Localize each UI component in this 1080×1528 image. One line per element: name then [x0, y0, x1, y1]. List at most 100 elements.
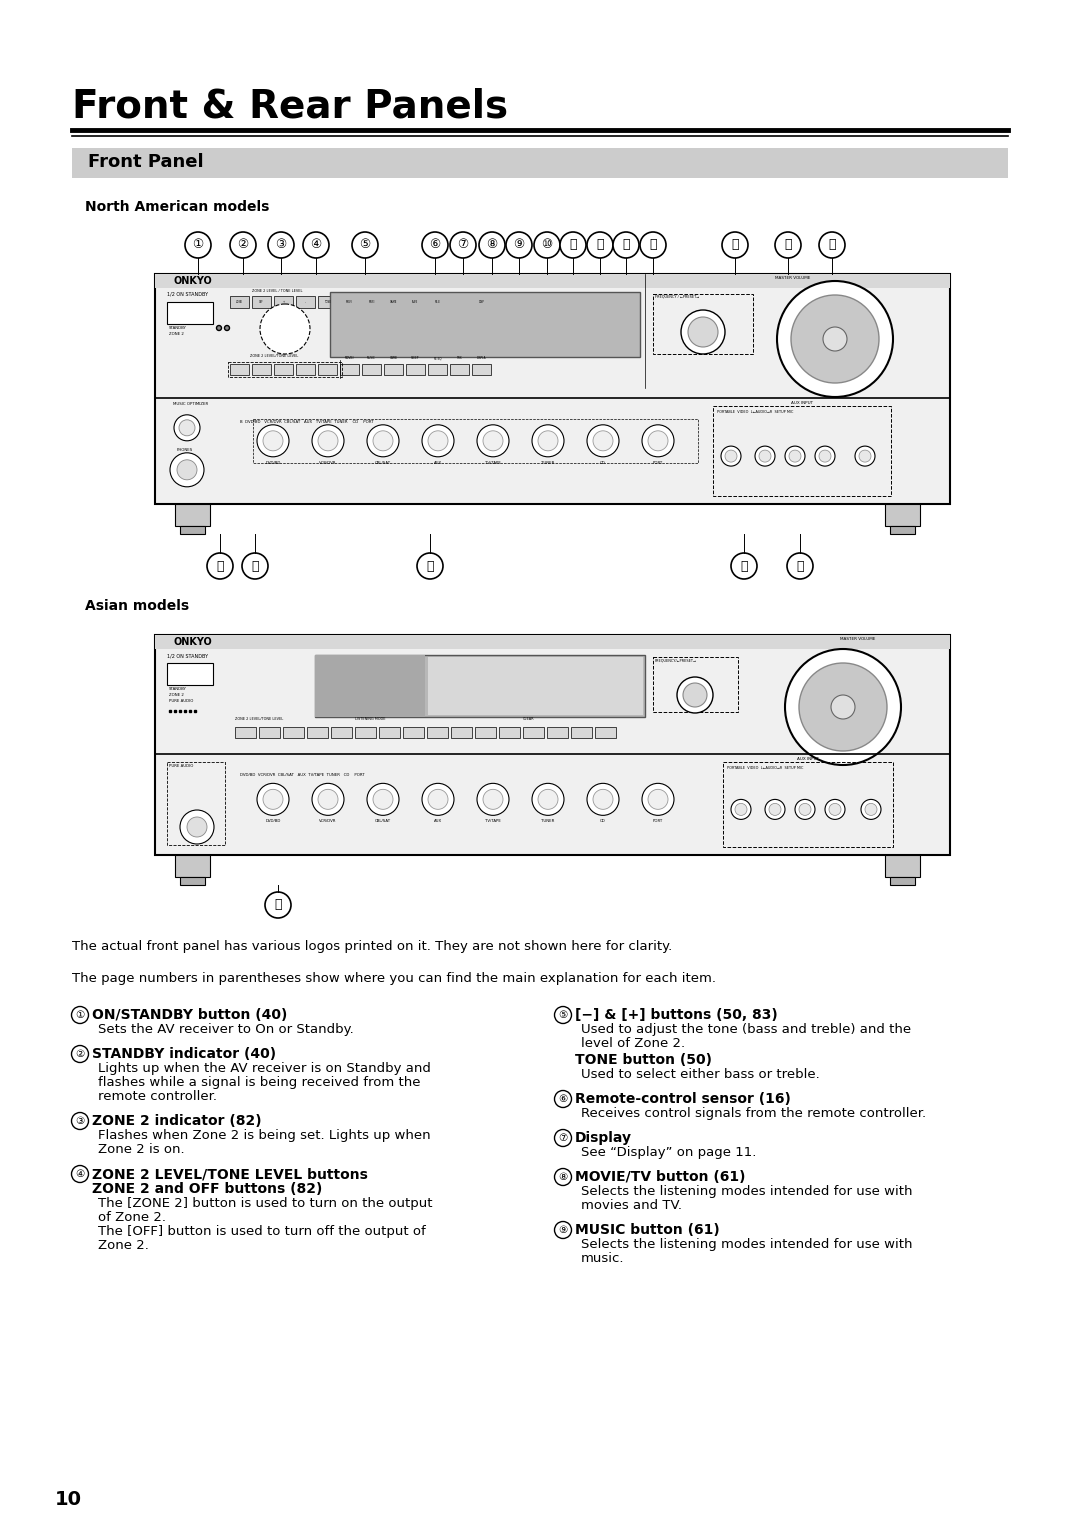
Circle shape: [422, 784, 454, 816]
Text: ⑤: ⑤: [360, 238, 370, 252]
Text: ⑮: ⑮: [731, 238, 739, 252]
Text: B  DVD/BD   VCR/DVR  CBL/SAT   AUX   TV/TAPE  TUNER    CD    PORT: B DVD/BD VCR/DVR CBL/SAT AUX TV/TAPE TUN…: [240, 420, 374, 423]
Circle shape: [554, 1169, 571, 1186]
Circle shape: [71, 1007, 89, 1024]
Bar: [296, 296, 315, 309]
Text: Flashes when Zone 2 is being set. Lights up when: Flashes when Zone 2 is being set. Lights…: [98, 1129, 431, 1141]
Bar: [259, 727, 280, 738]
Circle shape: [483, 431, 503, 451]
Text: VCR/DVR: VCR/DVR: [320, 819, 337, 824]
Circle shape: [819, 451, 831, 461]
Bar: [653, 293, 753, 354]
Text: TV/TAPE: TV/TAPE: [485, 461, 501, 465]
Bar: [167, 762, 225, 845]
Circle shape: [187, 817, 207, 837]
Text: AUX: AUX: [434, 461, 442, 465]
Text: 1/2 ON STANDBY: 1/2 ON STANDBY: [167, 292, 208, 296]
Text: MOVIE/: MOVIE/: [345, 356, 354, 361]
Circle shape: [561, 232, 586, 258]
Text: Zone 2.: Zone 2.: [98, 1239, 149, 1251]
Text: ⑩: ⑩: [541, 238, 553, 252]
Circle shape: [831, 695, 855, 720]
Text: DISP: DISP: [478, 299, 484, 304]
Circle shape: [681, 310, 725, 354]
Text: ⑯: ⑯: [784, 238, 792, 252]
Circle shape: [422, 425, 454, 457]
Text: PORT: PORT: [653, 819, 663, 824]
Bar: [427, 727, 448, 738]
Circle shape: [532, 425, 564, 457]
Circle shape: [588, 425, 619, 457]
Bar: [318, 364, 337, 374]
Circle shape: [613, 232, 639, 258]
Text: FREQUENCY / ←PRESET→: FREQUENCY / ←PRESET→: [654, 295, 699, 299]
Text: ⑥: ⑥: [430, 238, 441, 252]
Text: flashes while a signal is being received from the: flashes while a signal is being received…: [98, 1076, 420, 1089]
Circle shape: [450, 232, 476, 258]
Text: PURE AUDIO: PURE AUDIO: [168, 698, 193, 703]
Bar: [362, 364, 381, 374]
Circle shape: [775, 232, 801, 258]
Text: ⑴: ⑴: [427, 559, 434, 573]
Text: ZONE 2: ZONE 2: [168, 332, 184, 336]
Text: level of Zone 2.: level of Zone 2.: [581, 1038, 685, 1050]
Bar: [307, 727, 328, 738]
Bar: [885, 504, 920, 526]
Circle shape: [318, 790, 338, 810]
Bar: [340, 364, 359, 374]
Text: Asian models: Asian models: [85, 599, 189, 613]
Bar: [228, 362, 342, 377]
Text: DVD/BD: DVD/BD: [266, 461, 281, 465]
Text: Sets the AV receiver to On or Standby.: Sets the AV receiver to On or Standby.: [98, 1024, 354, 1036]
Circle shape: [170, 452, 204, 487]
Text: RE-EQ: RE-EQ: [433, 356, 442, 361]
Circle shape: [483, 790, 503, 810]
Text: MASTER VOLUME: MASTER VOLUME: [775, 277, 810, 280]
Text: Receives control signals from the remote controller.: Receives control signals from the remote…: [581, 1106, 927, 1120]
Circle shape: [648, 431, 669, 451]
Text: PORTABLE  VIDEO  L←AUDIO→R  SETUP MIC: PORTABLE VIDEO L←AUDIO→R SETUP MIC: [717, 410, 794, 414]
Text: ⑪: ⑪: [569, 238, 577, 252]
Text: ④: ④: [76, 1169, 84, 1180]
Bar: [384, 364, 403, 374]
Text: OFF: OFF: [259, 299, 264, 304]
Circle shape: [185, 232, 211, 258]
Text: ⑨: ⑨: [558, 1225, 568, 1235]
Circle shape: [71, 1045, 89, 1062]
Bar: [318, 296, 337, 309]
Text: ④: ④: [310, 238, 322, 252]
Bar: [450, 296, 469, 309]
Text: ⑲: ⑲: [252, 559, 259, 573]
Circle shape: [480, 232, 505, 258]
Bar: [315, 656, 645, 717]
Text: STANDBY: STANDBY: [168, 688, 187, 691]
Text: Selects the listening modes intended for use with: Selects the listening modes intended for…: [581, 1238, 913, 1251]
Text: AUX: AUX: [434, 819, 442, 824]
Text: ⑫: ⑫: [596, 238, 604, 252]
Circle shape: [177, 460, 197, 480]
Bar: [472, 364, 491, 374]
Circle shape: [731, 799, 751, 819]
Circle shape: [71, 1166, 89, 1183]
Circle shape: [367, 425, 399, 457]
Circle shape: [265, 892, 291, 918]
Circle shape: [723, 232, 748, 258]
Bar: [235, 727, 256, 738]
Text: SLEEP: SLEEP: [411, 356, 420, 361]
Text: ⑱: ⑱: [216, 559, 224, 573]
Bar: [355, 727, 376, 738]
Circle shape: [688, 316, 718, 347]
Bar: [451, 727, 472, 738]
Circle shape: [785, 649, 901, 766]
Circle shape: [264, 431, 283, 451]
Bar: [406, 296, 426, 309]
Circle shape: [180, 810, 214, 843]
Text: MUSI: MUSI: [368, 299, 375, 304]
Text: Zone 2 is on.: Zone 2 is on.: [98, 1143, 185, 1157]
Circle shape: [554, 1007, 571, 1024]
Bar: [330, 292, 640, 358]
Circle shape: [257, 784, 289, 816]
Bar: [890, 877, 915, 885]
Text: Lights up when the AV receiver is on Standby and: Lights up when the AV receiver is on Sta…: [98, 1062, 431, 1076]
Circle shape: [554, 1129, 571, 1146]
